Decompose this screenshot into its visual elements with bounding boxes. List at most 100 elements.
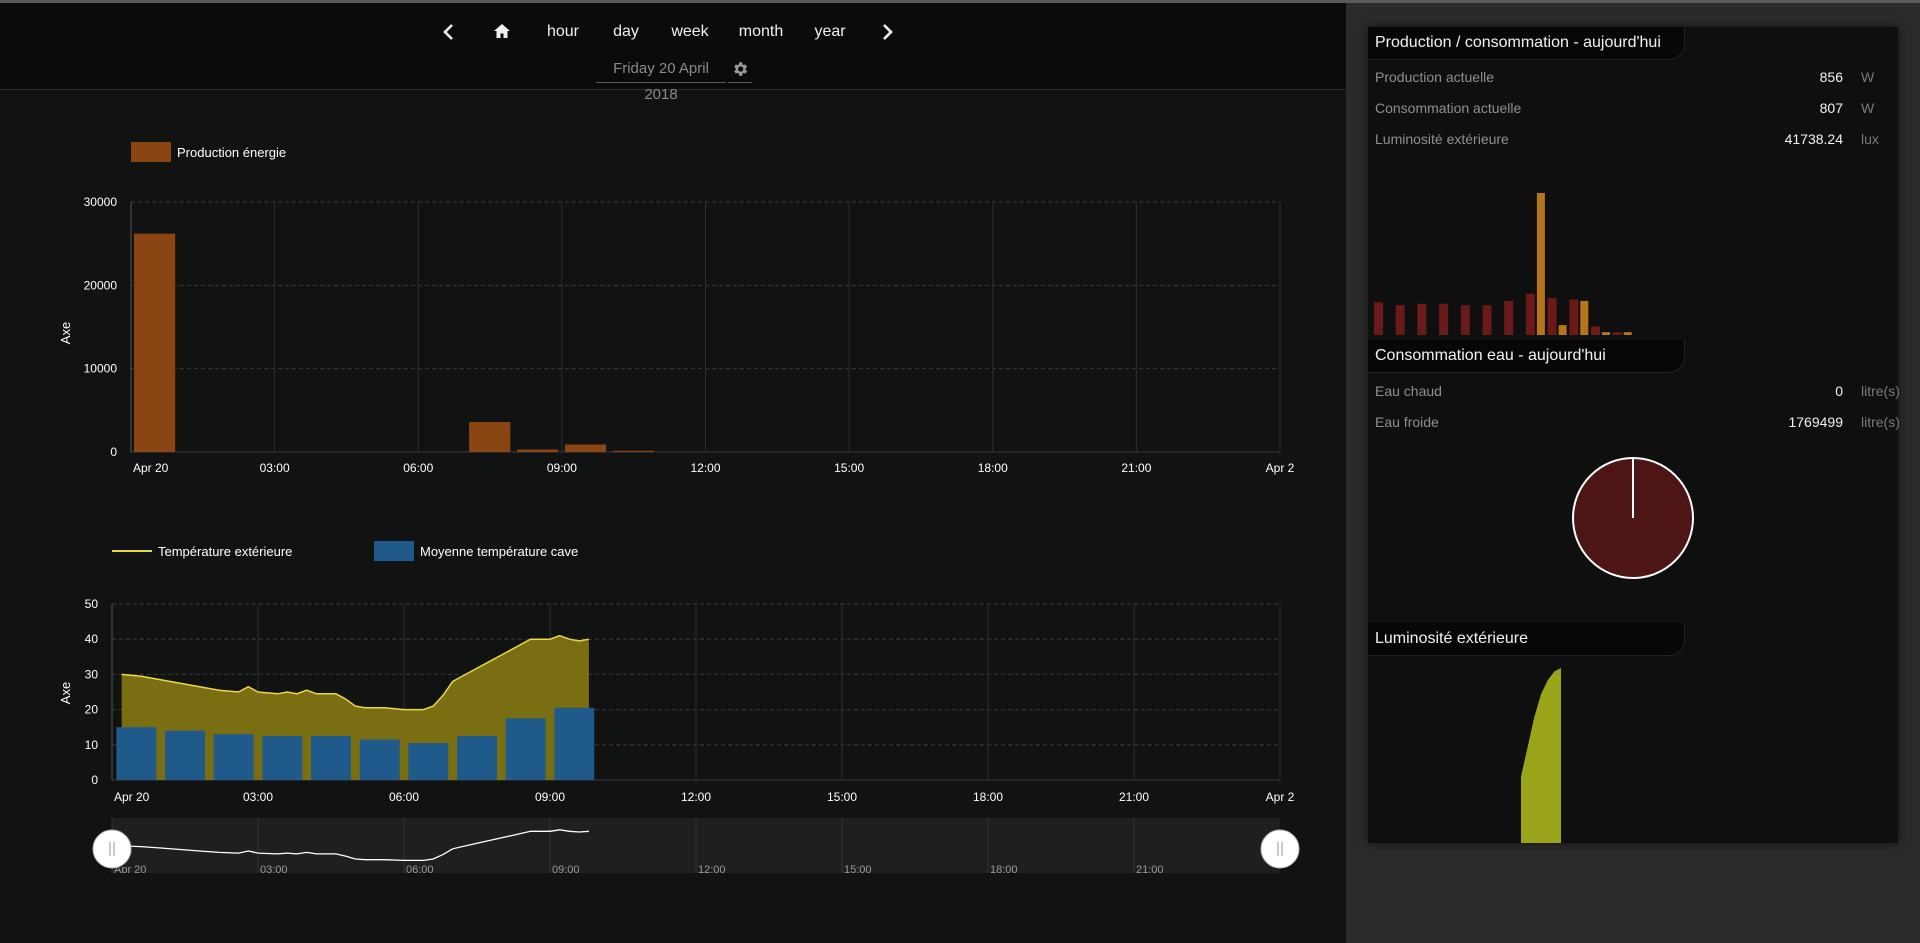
gear-icon	[734, 62, 748, 76]
tab-year[interactable]: year	[814, 23, 846, 40]
temperature-chart: 0 10 20 30 40 50 Apr 20 03:00 06:00 09:00 12:00 15:…	[58, 541, 1300, 873]
cave-bar	[505, 718, 546, 780]
legend-production-label[interactable]: Production énergie	[177, 145, 286, 160]
legend-production-swatch[interactable]	[131, 142, 171, 162]
production-bar	[1580, 300, 1589, 335]
x-tick-label: Apr 20	[114, 790, 150, 804]
y-tick-label: 0	[110, 445, 117, 459]
date-picker[interactable]: Friday 20 April 2018	[596, 56, 726, 103]
water-panel-title: Consommation eau - aujourd'hui	[1375, 347, 1606, 364]
x-tick-label: 03:00	[243, 790, 273, 804]
cold-water-row: Eau froide 1769499 litre(s)	[1375, 411, 1900, 435]
y-tick-label: 40	[85, 632, 99, 646]
navigator-tick-label: 03:00	[260, 864, 288, 873]
navigator-left-handle[interactable]	[92, 829, 132, 869]
range-navigator[interactable]: Apr 20 03:00 06:00 09:00 12:00 15:00 18:00 21:0…	[92, 818, 1300, 873]
tab-month[interactable]: month	[738, 23, 784, 40]
lux-mini-chart	[1521, 668, 1561, 843]
production-bar	[469, 422, 511, 452]
production-panel-header: Production / consommation - aujourd'hui	[1368, 27, 1685, 60]
lux-row: Luminosité extérieure 41738.24 lux	[1375, 128, 1891, 152]
consumption-bar	[1460, 305, 1470, 335]
consumption-bar	[1612, 332, 1622, 335]
lux-panel-header: Luminosité extérieure	[1368, 623, 1685, 656]
consumption-bar	[1482, 305, 1492, 335]
consumption-bar	[1525, 293, 1535, 335]
previous-period-button[interactable]	[434, 17, 464, 47]
chevron-left-icon	[443, 24, 453, 40]
navigator-tick-label: 18:00	[990, 864, 1018, 873]
x-tick-label: 03:00	[260, 461, 290, 475]
cave-bar	[311, 736, 351, 780]
hot-water-label: Eau chaud	[1375, 383, 1442, 399]
production-bar	[517, 449, 559, 452]
legend-temperature-label[interactable]: Température extérieure	[158, 544, 292, 559]
consumption-bar	[1591, 326, 1600, 335]
x-tick-label: 21:00	[1119, 790, 1149, 804]
y-tick-label: 30000	[84, 195, 118, 209]
x-tick-label: 15:00	[834, 461, 864, 475]
chevron-right-icon	[883, 24, 893, 40]
x-tick-label: Apr 20	[133, 461, 169, 475]
tab-day[interactable]: day	[613, 23, 639, 40]
navigator-tick-label: 15:00	[844, 864, 872, 873]
navigator-tick-label: 21:00	[1136, 864, 1164, 873]
lux-area	[1521, 668, 1561, 843]
x-tick-label: Apr 2	[1266, 461, 1295, 475]
tab-week[interactable]: week	[671, 23, 709, 40]
production-bar	[564, 444, 607, 452]
consumption-label: Consommation actuelle	[1375, 100, 1522, 116]
cave-bar	[116, 727, 157, 780]
x-tick-label: 06:00	[403, 461, 433, 475]
consumption-row: Consommation actuelle 807 W	[1375, 97, 1891, 121]
navigator-tick-label: 12:00	[698, 864, 726, 873]
production-bar	[1623, 332, 1632, 335]
home-icon	[494, 24, 510, 38]
consumption-bar	[1547, 298, 1557, 335]
production-label: Production actuelle	[1375, 69, 1495, 85]
hot-water-value: 0	[1835, 383, 1843, 399]
cave-bar	[359, 739, 400, 780]
home-button[interactable]	[487, 17, 517, 47]
production-value: 856	[1819, 69, 1843, 85]
y-tick-label: 10000	[84, 362, 118, 376]
consumption-bar	[1417, 303, 1427, 335]
x-tick-label: 18:00	[978, 461, 1008, 475]
navigator-tick-label: 09:00	[552, 864, 580, 873]
cave-bar	[408, 743, 449, 780]
temperature-line	[121, 634, 590, 711]
production-bar	[134, 233, 176, 452]
lux-label: Luminosité extérieure	[1375, 131, 1509, 147]
cave-bar	[213, 734, 254, 780]
y-tick-label: 20	[85, 703, 99, 717]
production-bar	[1558, 325, 1567, 335]
y-tick-label: 20000	[84, 278, 118, 292]
y-tick-label: 0	[91, 773, 98, 787]
x-tick-label: 18:00	[973, 790, 1003, 804]
next-period-button[interactable]	[872, 17, 902, 47]
y-tick-label: 30	[85, 667, 99, 681]
lux-value: 41738.24	[1784, 131, 1843, 147]
legend-cave-label[interactable]: Moyenne température cave	[420, 544, 578, 559]
cave-bar	[262, 736, 303, 780]
consumption-bar	[1569, 299, 1579, 335]
x-tick-label: Apr 2	[1266, 790, 1295, 804]
navigator-right-handle[interactable]	[1260, 829, 1300, 869]
tab-hour[interactable]: hour	[546, 23, 580, 40]
navigator-line	[121, 829, 589, 862]
water-pie-chart	[1572, 457, 1694, 579]
x-tick-label: 09:00	[535, 790, 565, 804]
drag-handle-icon	[92, 829, 132, 869]
hot-water-unit: litre(s)	[1861, 383, 1900, 399]
water-panel-header: Consommation eau - aujourd'hui	[1368, 340, 1685, 373]
production-chart: 0 10000 20000 30000 Apr 20 03:00 06:00 09:00 12:…	[58, 142, 1295, 475]
legend-cave-swatch[interactable]	[374, 541, 414, 561]
settings-button[interactable]	[728, 56, 752, 83]
cold-water-unit: litre(s)	[1861, 414, 1900, 430]
cave-bar	[165, 730, 205, 780]
production-panel-title: Production / consommation - aujourd'hui	[1375, 34, 1661, 51]
y-tick-label: 50	[85, 597, 99, 611]
consumption-unit: W	[1861, 100, 1875, 116]
production-mini-chart	[1374, 193, 1632, 335]
cave-bar	[554, 707, 595, 780]
